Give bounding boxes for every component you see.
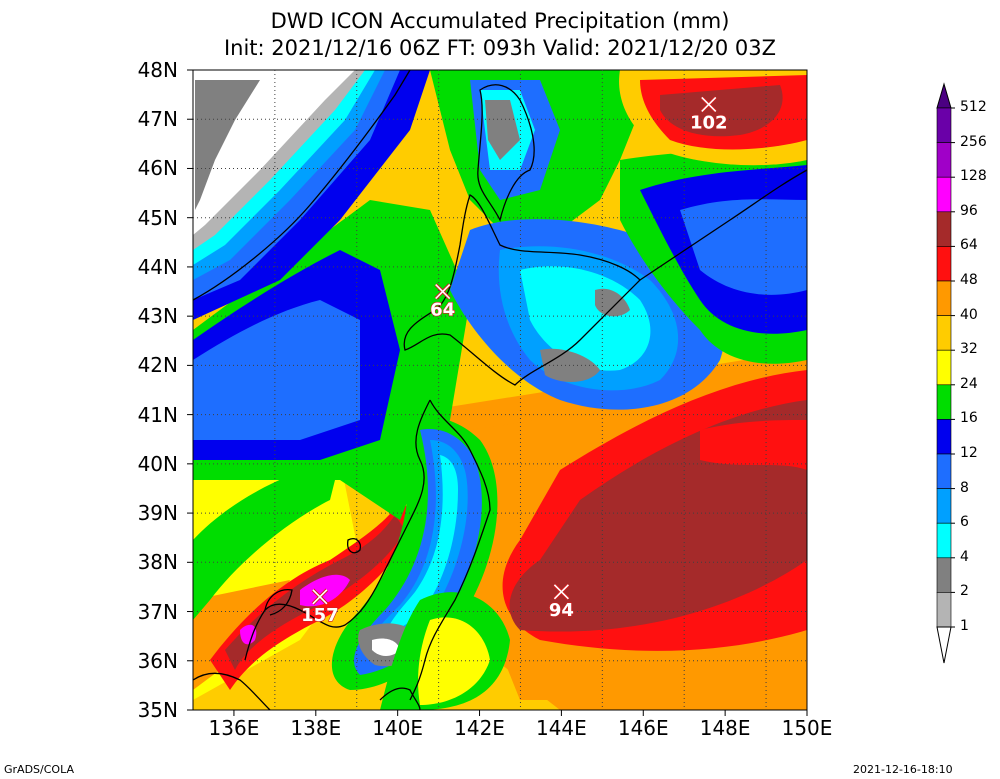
boso-coast — [379, 687, 421, 711]
honshu-coast — [244, 399, 491, 701]
lat-tick-label: 43N — [137, 304, 178, 329]
lon-tick-label: 140E — [372, 716, 424, 740]
legend-level-label: 64 — [960, 237, 978, 254]
plot-frame — [192, 69, 808, 711]
legend-color-band — [936, 557, 952, 593]
legend-color-band — [936, 246, 952, 282]
lat-tick-label: 35N — [137, 698, 178, 722]
lat-tick-label: 44N — [137, 254, 178, 279]
legend-level-label: 8 — [960, 479, 969, 496]
legend-level-label: 128 — [960, 168, 987, 185]
legend-level-label: 12 — [960, 445, 978, 461]
legend-color-band — [936, 488, 952, 524]
legend-level-label: 512 — [960, 99, 987, 115]
lon-tick-label: 150E — [781, 716, 833, 740]
lat-tick-label: 42N — [137, 353, 178, 378]
lon-tick-label: 136E — [208, 716, 260, 740]
x-marker-icon — [312, 589, 328, 605]
lon-tick-label: 148E — [699, 716, 751, 740]
maximum-value-label: 157 — [301, 605, 339, 626]
map-title: DWD ICON Accumulated Precipitation (mm) — [270, 9, 730, 33]
legend-level-label: 256 — [960, 133, 987, 150]
x-marker-icon — [435, 283, 451, 300]
legend-level-label: 40 — [960, 306, 978, 323]
mainland-coast — [192, 69, 411, 301]
sakhalin-coast — [477, 84, 535, 222]
kuril-islands — [639, 169, 808, 281]
lat-tick-label: 39N — [137, 501, 178, 526]
lon-tick-label: 146E — [617, 716, 669, 740]
coastlines — [192, 69, 808, 711]
credit-left: GrADS/COLA — [4, 763, 74, 776]
noto-peninsula — [264, 589, 293, 616]
lat-tick-label: 41N — [137, 402, 178, 427]
legend-color-band — [936, 522, 952, 559]
lat-lon-grid — [193, 70, 807, 710]
sado-island — [347, 538, 362, 554]
maxima-markers: 102 64 94 157 — [301, 96, 728, 626]
lat-tick-label: 45N — [137, 205, 178, 230]
legend-level-label: 48 — [960, 272, 978, 288]
precip-field — [193, 70, 807, 710]
lat-tick-label: 48N — [137, 58, 178, 82]
hokkaido-coast — [403, 194, 641, 386]
legend-level-label: 2 — [960, 583, 969, 600]
lon-tick-label: 138E — [290, 716, 342, 740]
maximum-value-label: 102 — [690, 112, 728, 133]
legend-color-band — [936, 315, 952, 351]
legend-color-band — [936, 280, 952, 316]
legend-color-band — [936, 349, 952, 386]
legend-color-band — [936, 453, 952, 489]
legend-color-band — [936, 107, 952, 143]
legend-color-band — [936, 176, 952, 213]
x-marker-icon — [701, 96, 717, 113]
lon-tick-label: 144E — [535, 716, 587, 740]
credit-timestamp: 2021-12-16-18:10 — [853, 763, 953, 776]
legend-color-band — [936, 211, 952, 247]
lat-tick-label: 37N — [137, 599, 178, 624]
maximum-value-label: 64 — [430, 300, 455, 321]
maximum-marker: 157 — [301, 588, 339, 626]
maximum-value-label: 94 — [549, 600, 574, 621]
legend-level-label: 96 — [960, 202, 978, 219]
lat-tick-label: 47N — [137, 107, 178, 132]
legend-color-band — [936, 419, 952, 455]
legend-level-label: 1 — [960, 618, 969, 634]
legend-level-label: 6 — [960, 514, 969, 531]
lon-tick-label: 142E — [454, 716, 505, 740]
legend-top-triangle — [936, 82, 952, 109]
maximum-marker: 102 — [689, 96, 728, 134]
legend-level-label: 32 — [960, 341, 978, 358]
maximum-marker: 94 — [548, 583, 575, 621]
legend-colorbar — [936, 82, 955, 664]
maximum-marker: 64 — [430, 283, 456, 321]
legend-color-band — [936, 592, 952, 628]
kyoto-coast — [192, 672, 271, 711]
x-marker-icon — [553, 584, 569, 600]
legend-color-band — [936, 142, 952, 178]
lat-tick-label: 46N — [137, 156, 178, 181]
legend-level-label: 16 — [960, 410, 978, 427]
lat-tick-label: 36N — [137, 648, 178, 673]
legend-level-label: 24 — [960, 375, 978, 392]
map-subtitle: Init: 2021/12/16 06Z FT: 093h Valid: 202… — [223, 36, 777, 60]
legend-bottom-triangle — [936, 626, 952, 664]
legend-level-label: 4 — [960, 548, 969, 565]
legend-color-band — [936, 384, 952, 420]
lat-tick-label: 38N — [137, 550, 178, 575]
lat-tick-label: 40N — [137, 451, 178, 476]
